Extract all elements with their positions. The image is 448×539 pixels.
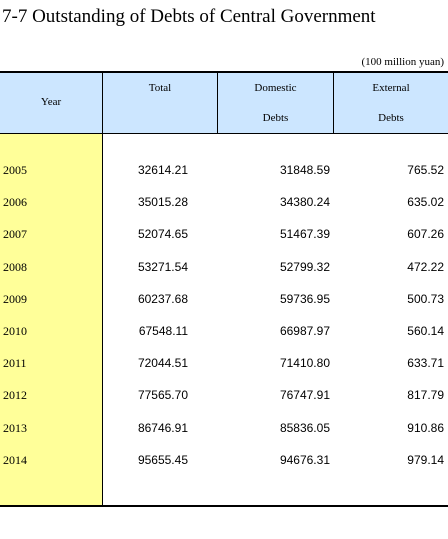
row-external: 817.79	[407, 388, 444, 402]
header-external-line1: External	[372, 82, 410, 94]
row-domestic: 34380.24	[279, 195, 330, 209]
row-year: 2008	[3, 260, 27, 274]
row-domestic: 71410.80	[279, 356, 330, 370]
header-total: Total	[148, 82, 172, 94]
row-total: 77565.70	[137, 388, 188, 402]
header-bottom-rule	[0, 133, 448, 134]
table-header-background	[0, 73, 448, 133]
row-year: 2012	[3, 388, 27, 402]
row-domestic: 31848.59	[279, 163, 330, 177]
row-external: 560.14	[407, 324, 444, 338]
year-column-divider	[102, 73, 103, 505]
row-domestic: 76747.91	[279, 388, 330, 402]
row-domestic: 52799.32	[279, 260, 330, 274]
row-year: 2007	[3, 227, 27, 241]
row-domestic: 94676.31	[279, 453, 330, 467]
row-domestic: 59736.95	[279, 292, 330, 306]
domestic-column-divider	[333, 73, 334, 133]
row-total: 52074.65	[137, 227, 188, 241]
row-domestic: 85836.05	[279, 421, 330, 435]
row-year: 2005	[3, 163, 27, 177]
header-domestic-line1: Domestic	[254, 82, 297, 94]
row-external: 910.86	[407, 421, 444, 435]
row-total: 67548.11	[138, 324, 188, 338]
row-year: 2006	[3, 195, 27, 209]
row-year: 2014	[3, 453, 27, 467]
table-bottom-rule	[0, 505, 448, 507]
row-external: 472.22	[407, 260, 444, 274]
row-external: 633.71	[407, 356, 444, 370]
row-total: 86746.91	[137, 421, 188, 435]
row-external: 635.02	[407, 195, 444, 209]
year-column-background	[0, 133, 102, 505]
row-year: 2013	[3, 421, 27, 435]
row-external: 765.52	[407, 163, 444, 177]
row-total: 72044.51	[137, 356, 188, 370]
row-total: 95655.45	[137, 453, 188, 467]
row-domestic: 66987.97	[279, 324, 330, 338]
header-external-line2: Debts	[378, 112, 404, 124]
unit-label: (100 million yuan)	[361, 56, 445, 68]
row-total: 35015.28	[137, 195, 188, 209]
header-year: Year	[40, 96, 62, 108]
row-year: 2011	[3, 356, 27, 370]
row-total: 53271.54	[137, 260, 188, 274]
row-external: 500.73	[407, 292, 444, 306]
row-external: 607.26	[407, 227, 444, 241]
row-external: 979.14	[407, 453, 444, 467]
total-column-divider	[217, 73, 218, 133]
header-domestic-line2: Debts	[262, 112, 289, 124]
row-domestic: 51467.39	[279, 227, 330, 241]
row-total: 60237.68	[137, 292, 188, 306]
page-title: 7-7 Outstanding of Debts of Central Gove…	[2, 6, 376, 27]
row-year: 2009	[3, 292, 27, 306]
table-top-rule	[0, 71, 448, 73]
row-total: 32614.21	[137, 163, 188, 177]
row-year: 2010	[3, 324, 27, 338]
